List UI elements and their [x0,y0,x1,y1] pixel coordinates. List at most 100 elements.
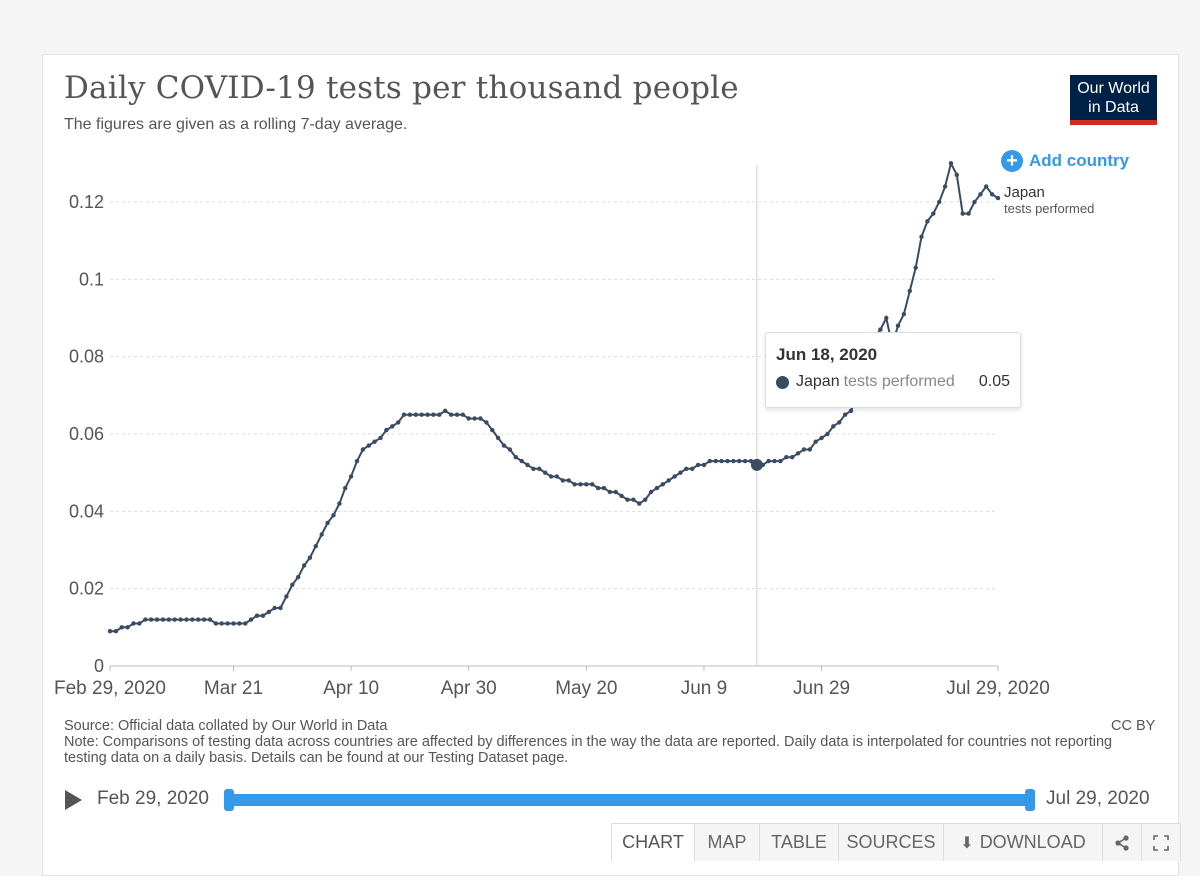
logo-line-2: in Data [1088,99,1139,116]
series-dot-icon [776,375,789,389]
data-point [672,474,677,479]
data-point [931,211,936,216]
data-point [643,497,648,502]
x-tick-label: Apr 30 [441,678,497,699]
data-point [731,458,736,464]
data-point [978,192,983,197]
data-point [243,621,248,626]
data-point [713,458,718,464]
timeline-start-handle[interactable] [224,789,234,811]
source-text: Source: Official data collated by Our Wo… [64,718,388,734]
y-axis: 0 0.02 0.04 0.06 0.08 0.1 0.12 [69,192,104,676]
data-point [201,617,207,622]
data-point [948,161,954,166]
data-point [366,443,371,448]
data-point [654,485,660,491]
data-point [660,482,665,487]
data-point [219,621,224,626]
data-point [907,288,912,294]
y-tick-label: 0.06 [69,424,104,444]
series-label-metric: tests performed [1004,201,1094,216]
tab-table[interactable]: TABLE [759,823,839,861]
data-point [801,447,807,452]
data-point [625,497,630,502]
data-point [478,416,483,421]
data-point [137,621,142,626]
data-point [495,435,501,441]
chart-subtitle: The figures are given as a rolling 7-day… [64,116,408,133]
x-tick-label: Feb 29, 2020 [54,678,166,699]
share-button[interactable] [1102,823,1142,861]
data-point [272,605,277,611]
timeline-track[interactable] [229,794,1031,806]
data-point [501,443,507,448]
data-point [707,458,712,464]
data-point [937,199,942,205]
data-point [460,412,465,417]
timeline-end-label: Jul 29, 2020 [1046,788,1150,809]
tab-chart[interactable]: CHART [611,823,695,861]
data-point [313,543,318,549]
data-point [143,617,148,622]
tooltip-entity: Japan [796,373,840,390]
data-point [437,412,442,417]
tab-download[interactable]: ⬇ DOWNLOAD [943,823,1103,861]
data-point [819,435,824,441]
data-point [384,427,389,433]
data-point [684,466,689,471]
tooltip-metric: tests performed [843,373,955,390]
data-point [825,431,830,437]
tab-sources[interactable]: SOURCES [838,823,944,861]
add-country-button[interactable]: + Add country [1001,150,1129,172]
play-icon[interactable] [65,790,82,810]
data-point [813,439,818,444]
data-point [431,412,436,417]
y-tick-label: 0.02 [69,579,104,599]
timeline-end-handle[interactable] [1025,789,1035,811]
data-point [572,482,577,487]
data-point [343,485,348,491]
download-icon: ⬇ [960,834,974,852]
data-point [390,424,395,429]
y-tick-label: 0.12 [69,192,104,212]
data-point [448,412,454,417]
data-point [172,617,177,622]
data-point [966,211,971,216]
data-point [972,199,977,205]
data-point [637,501,642,506]
data-point [566,478,571,483]
data-point [525,462,530,468]
data-point [331,513,336,518]
data-point [666,478,671,483]
data-point [884,315,889,321]
data-point [254,613,260,618]
fullscreen-button[interactable] [1141,823,1181,861]
data-point [207,617,213,622]
data-point [196,617,201,622]
data-point [319,532,324,537]
timeline-slider[interactable]: Feb 29, 2020 Jul 29, 2020 [0,780,1200,820]
data-point [107,629,113,634]
data-point [325,520,330,526]
data-point [913,265,918,270]
data-point [531,466,536,471]
tab-map[interactable]: MAP [694,823,760,861]
data-point [548,474,554,479]
owid-logo[interactable]: Our World in Data [1070,75,1157,125]
data-point [942,184,948,189]
data-point [790,455,795,460]
data-point [266,609,271,615]
data-point [396,420,401,425]
y-tick-label: 0.08 [69,347,104,367]
data-point [407,412,413,417]
x-tick-label: Jun 29 [793,678,850,699]
hover-tooltip: Jun 18, 2020 Japan tests performed 0.05 [765,332,1021,408]
license-link[interactable]: CC BY [1111,718,1156,734]
data-point [301,563,307,568]
data-point [284,594,289,599]
plus-circle-icon: + [1001,150,1023,172]
logo-red-bar [1070,120,1157,125]
data-point [601,485,607,491]
add-country-label: Add country [1029,151,1130,170]
data-point [807,447,812,452]
